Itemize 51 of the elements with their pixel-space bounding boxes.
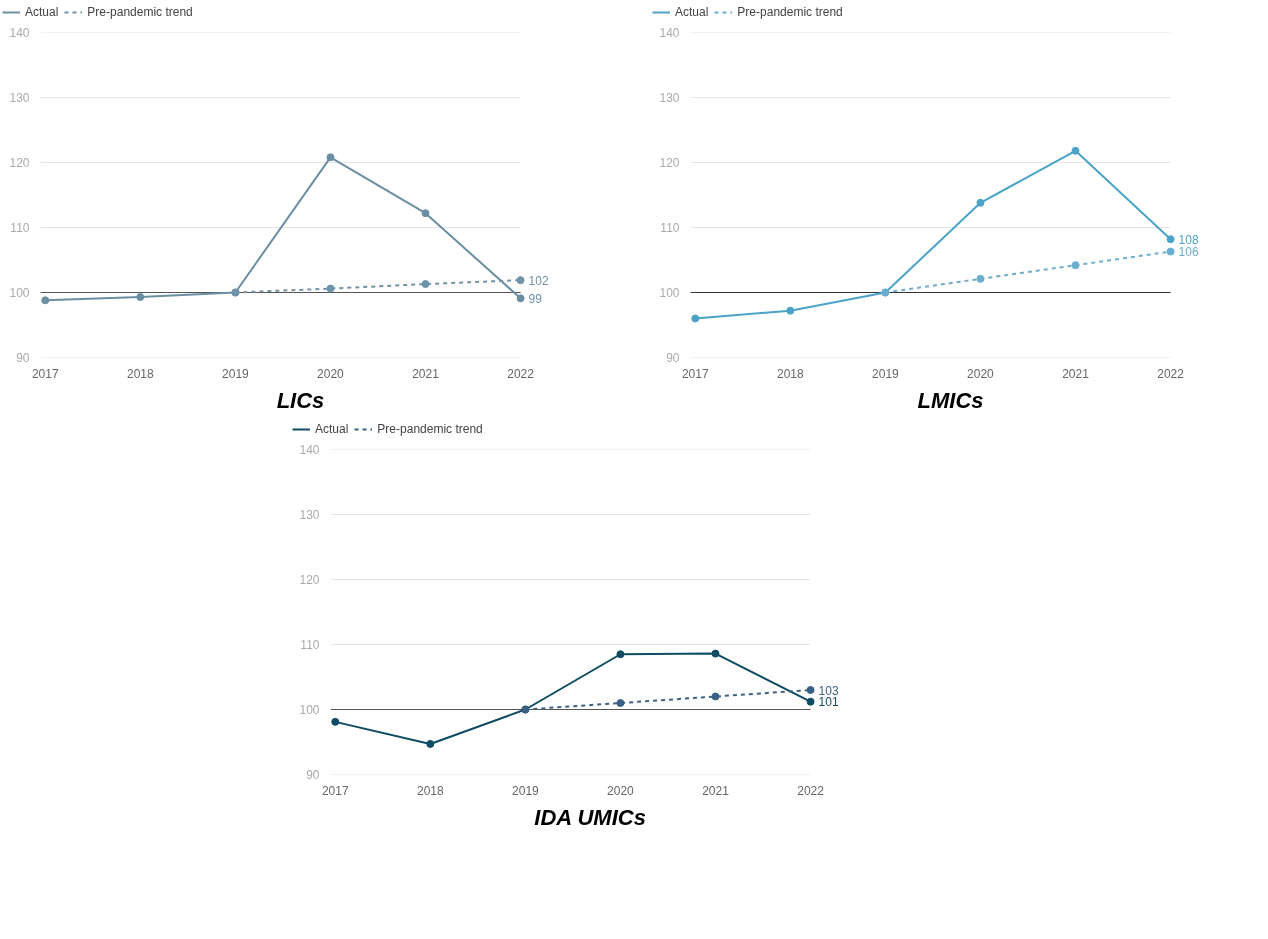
x-tick-label: 2021 — [1062, 366, 1090, 381]
x-tick-label: 2019 — [222, 366, 250, 381]
x-tick-label: 2022 — [507, 366, 535, 381]
y-tick-label: 100 — [9, 286, 30, 300]
y-tick-label: 130 — [9, 91, 30, 105]
y-tick-label: 130 — [659, 91, 680, 105]
y-tick-label: 110 — [300, 638, 320, 652]
y-tick-label: 100 — [299, 703, 320, 717]
x-tick-label: 2020 — [967, 366, 995, 381]
legend-label: Pre-pandemic trend — [377, 422, 483, 436]
data-label: 108 — [1178, 232, 1199, 247]
y-tick-label: 130 — [299, 508, 320, 522]
y-tick-label: 110 — [660, 221, 680, 235]
x-tick-label: 2020 — [317, 366, 345, 381]
x-tick-label: 2018 — [126, 366, 154, 381]
legend-label: Pre-pandemic trend — [737, 5, 843, 19]
y-tick-label: 120 — [659, 156, 680, 170]
y-tick-label: 140 — [299, 443, 320, 457]
y-tick-label: 90 — [16, 351, 30, 365]
y-tick-label: 90 — [666, 351, 680, 365]
y-tick-label: 120 — [299, 573, 320, 587]
data-label: 103 — [818, 683, 839, 698]
y-tick-label: 140 — [9, 26, 30, 40]
legend-label: Actual — [25, 5, 59, 19]
x-tick-label: 2021 — [412, 366, 440, 381]
x-tick-label: 2017 — [31, 366, 59, 381]
y-tick-label: 100 — [659, 286, 680, 300]
text: IDA UMICs — [534, 804, 646, 830]
data-label: 101 — [818, 695, 839, 710]
legend-label: Pre-pandemic trend — [87, 5, 193, 19]
text: LICs — [276, 387, 325, 413]
y-tick-label: 120 — [9, 156, 30, 170]
data-label: 102 — [528, 273, 549, 288]
x-tick-label: 2022 — [797, 783, 825, 798]
x-tick-label: 2018 — [416, 783, 444, 798]
x-tick-label: 2017 — [321, 783, 349, 798]
x-tick-label: 2019 — [872, 366, 900, 381]
x-tick-label: 2020 — [607, 783, 635, 798]
legend-label: Actual — [675, 5, 709, 19]
y-tick-label: 140 — [659, 26, 680, 40]
data-label: 106 — [1178, 245, 1199, 260]
x-tick-label: 2017 — [681, 366, 709, 381]
x-tick-label: 2018 — [776, 366, 804, 381]
y-tick-label: 90 — [306, 768, 320, 782]
x-tick-label: 2022 — [1157, 366, 1185, 381]
legend-label: Actual — [315, 422, 349, 436]
x-tick-label: 2019 — [512, 783, 540, 798]
y-tick-label: 110 — [10, 221, 30, 235]
data-label: 99 — [528, 291, 543, 306]
x-tick-label: 2021 — [702, 783, 730, 798]
text: LMICs — [917, 387, 984, 413]
